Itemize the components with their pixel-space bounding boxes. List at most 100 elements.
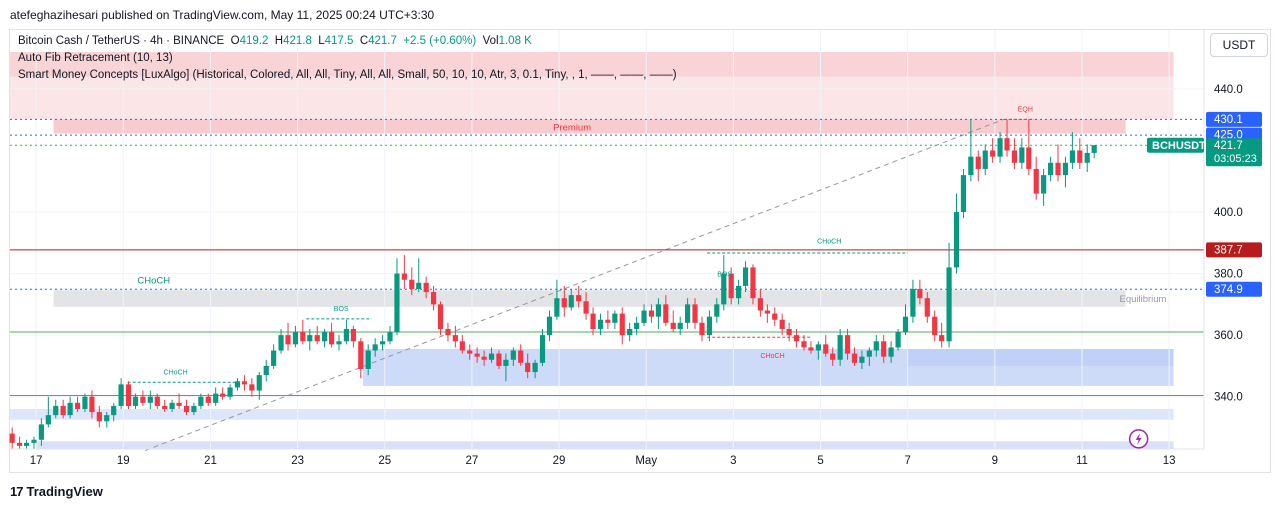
x-tick-label: 9 (992, 455, 998, 467)
candle-body (881, 341, 887, 357)
candle-body (394, 273, 400, 333)
zone-upper-premium (10, 76, 1174, 120)
candle-body (844, 335, 851, 354)
candle-body (612, 313, 618, 323)
candle-body (205, 396, 211, 403)
candle-body (1019, 147, 1025, 163)
chart-frame[interactable] (9, 29, 1271, 473)
candle-body (220, 393, 226, 397)
candle-body (997, 138, 1003, 157)
candle-body (1041, 175, 1047, 194)
candle-body (1069, 150, 1075, 163)
structure-label: CHoCH (164, 370, 188, 377)
candle-body (757, 298, 763, 311)
candle-body (263, 365, 269, 376)
legend-close-label: C (359, 35, 369, 47)
candle-body (539, 335, 546, 363)
candle-body (685, 304, 691, 323)
zone-top-premium (10, 52, 1174, 77)
y-tick-label: 440.0 (1214, 84, 1243, 96)
candle-body (423, 282, 429, 293)
candle-body (851, 353, 858, 363)
candle-body (772, 313, 778, 320)
candle-body (307, 335, 313, 342)
candle-body (409, 279, 415, 289)
candle-body (336, 341, 342, 345)
candle-body (111, 405, 117, 416)
candle-body (568, 295, 574, 308)
tradingview-logo[interactable]: 17 TradingView (10, 484, 103, 499)
x-tick-label: 7 (904, 455, 910, 467)
candle-body (162, 405, 168, 409)
legend-indicator-fib[interactable]: Auto Fib Retracement (10, 13) (18, 52, 173, 64)
fib-trend-line (144, 118, 1004, 452)
candle-body (655, 304, 662, 317)
symbol-ticker-box (1147, 137, 1204, 153)
legend-low: 417.5 (324, 35, 354, 47)
candle-body (125, 384, 132, 406)
y-tick-label: 340.0 (1214, 392, 1243, 404)
price-label-box (1206, 138, 1262, 167)
candle-body (692, 304, 698, 323)
legend-close: 421.7 (368, 35, 397, 47)
candle-body (750, 267, 756, 299)
x-tick-label: 3 (730, 455, 736, 467)
candle-body (459, 341, 465, 351)
candle-body (372, 344, 378, 351)
candle-body (416, 282, 422, 289)
candle-body (590, 313, 596, 329)
x-tick-label: 17 (30, 455, 43, 467)
candle-body (960, 175, 967, 213)
candle-body (953, 212, 960, 268)
candle-body (525, 362, 531, 373)
candle-body (140, 396, 146, 403)
candle-body (990, 150, 996, 157)
candle-body (546, 316, 553, 336)
candle-body (532, 362, 538, 373)
candle-body (474, 353, 480, 357)
publish-line: atefeghazihesari published on TradingVie… (10, 8, 435, 22)
candle-body (467, 350, 473, 354)
candle-body (670, 322, 676, 329)
zone-discount-ob-2 (907, 348, 1174, 366)
candle-body (452, 335, 458, 342)
candle-body (663, 304, 669, 323)
candle-body (627, 328, 633, 336)
candle-body (9, 433, 15, 443)
candle-body (946, 267, 952, 342)
legend-vol: 1.08 K (498, 35, 532, 47)
candle-body (837, 335, 843, 360)
candle-body (764, 310, 770, 314)
candle-body (176, 402, 182, 406)
candle-body (736, 285, 742, 299)
legend-indicator-smc[interactable]: Smart Money Concepts [LuxAlgo] (Historic… (18, 69, 677, 81)
candle-body (198, 396, 204, 406)
candle-body (742, 267, 749, 286)
candle-body (1033, 168, 1039, 194)
structure-label: BOS (334, 306, 349, 313)
price-label: 430.1 (1214, 114, 1243, 126)
currency-button[interactable]: USDT (1210, 33, 1268, 57)
candle-body (31, 439, 37, 443)
candle-body (793, 335, 800, 342)
candle-body (1026, 147, 1032, 169)
candle-body (118, 384, 124, 406)
candle-body (982, 150, 988, 169)
candle-body (488, 353, 495, 360)
candle-body (866, 350, 872, 357)
candle-body (154, 396, 160, 406)
candle-body (975, 156, 981, 169)
legend-vol-label: Vol (482, 35, 499, 47)
candle-body (597, 319, 604, 329)
candle-body (132, 396, 139, 406)
x-tick-label: 27 (466, 455, 479, 467)
x-tick-label: 29 (553, 455, 566, 467)
candle-body (183, 405, 190, 413)
candle-body (329, 332, 335, 345)
candle-body (241, 381, 248, 385)
legend-symbol: Bitcoin Cash / TetherUS · 4h · BINANCE (18, 35, 225, 47)
candle-body (648, 310, 655, 317)
price-label: 421.7 (1214, 140, 1243, 152)
candle-body (53, 405, 59, 416)
